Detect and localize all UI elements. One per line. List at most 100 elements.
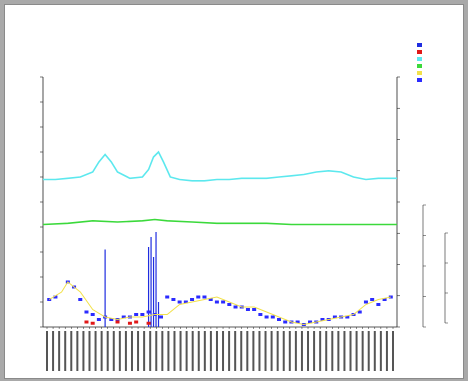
- series-line: [43, 150, 397, 182]
- series-point: [308, 320, 313, 324]
- x-tick-label-mark: [234, 331, 237, 371]
- x-tick-label-mark: [137, 331, 140, 371]
- x-tick-label-mark: [124, 331, 127, 371]
- x-tick-label-mark: [76, 331, 79, 371]
- series-point: [190, 298, 195, 301]
- series-point: [370, 298, 375, 301]
- x-tick-label-mark: [331, 331, 334, 371]
- legend-swatch: [417, 63, 422, 68]
- x-tick-label-mark: [88, 331, 91, 371]
- series-point: [84, 310, 89, 314]
- series-point: [121, 315, 126, 319]
- x-tick-label-mark: [325, 331, 328, 371]
- series-point: [84, 320, 89, 324]
- series-point: [196, 295, 201, 299]
- series-point: [320, 318, 325, 321]
- x-tick-label-mark: [228, 331, 231, 371]
- x-tick-label-mark: [385, 331, 388, 371]
- series-point: [90, 321, 95, 325]
- legend-item: [417, 62, 457, 69]
- x-tick-label-mark: [294, 331, 297, 371]
- series-point: [295, 320, 300, 324]
- x-tick-label-mark: [349, 331, 352, 371]
- legend-swatch: [417, 77, 422, 82]
- x-tick-label-mark: [379, 331, 382, 371]
- series-point: [258, 313, 263, 316]
- x-tick-label-mark: [392, 331, 394, 371]
- x-tick-label-mark: [252, 331, 255, 371]
- legend-swatch: [417, 42, 422, 47]
- series-point: [277, 318, 281, 321]
- x-tick-label-mark: [337, 331, 340, 371]
- series-point: [233, 305, 238, 309]
- x-tick-label-mark: [209, 331, 212, 371]
- legend-item: [417, 69, 457, 76]
- series-point: [159, 315, 163, 319]
- x-tick-label-mark: [191, 331, 194, 371]
- x-tick-label-mark: [264, 331, 267, 371]
- x-tick-label-mark: [215, 331, 218, 371]
- series-point: [171, 298, 176, 301]
- x-tick-label-mark: [58, 331, 61, 371]
- x-tick-label-mark: [52, 331, 55, 371]
- series-point: [245, 308, 250, 311]
- series-point: [53, 295, 58, 299]
- legend-item: [417, 48, 457, 55]
- x-tick-label-mark: [197, 331, 200, 371]
- series-point: [270, 315, 275, 319]
- x-tick-label-mark: [367, 331, 370, 371]
- series-point: [96, 318, 101, 321]
- series-point: [90, 313, 95, 316]
- legend-item: [417, 76, 457, 83]
- series-point: [140, 313, 145, 316]
- x-tick-label-mark: [179, 331, 182, 371]
- x-tick-label-mark: [155, 331, 158, 371]
- series-point: [227, 303, 232, 306]
- x-tick-label-mark: [276, 331, 279, 371]
- series-point: [208, 298, 213, 301]
- series-point: [357, 310, 362, 314]
- x-tick-label-mark: [149, 331, 152, 371]
- x-tick-label-mark: [173, 331, 176, 371]
- x-tick-label-mark: [373, 331, 376, 371]
- series-point: [332, 315, 337, 319]
- series-point: [177, 300, 182, 304]
- series-point: [134, 320, 139, 324]
- series-point: [115, 320, 120, 324]
- x-tick-label-mark: [106, 331, 109, 371]
- x-tick-label-mark: [355, 331, 358, 371]
- x-tick-label-mark: [70, 331, 73, 371]
- series-point: [283, 320, 288, 324]
- series-point: [146, 310, 151, 314]
- x-tick-label-mark: [82, 331, 85, 371]
- legend-swatch: [417, 70, 422, 75]
- x-tick-label-mark: [361, 331, 364, 371]
- legend: [417, 41, 457, 83]
- x-tick-label-mark: [258, 331, 261, 371]
- series-line: [48, 281, 391, 326]
- x-tick-label-mark: [343, 331, 346, 371]
- series-point: [78, 298, 83, 301]
- x-tick-label-mark: [300, 331, 303, 371]
- x-tick-label-mark: [203, 331, 206, 371]
- x-tick-label-mark: [270, 331, 273, 371]
- series-point: [183, 300, 188, 304]
- x-tick-label-mark: [143, 331, 146, 371]
- x-tick-label-mark: [130, 331, 133, 371]
- series-point: [109, 318, 114, 321]
- series-point: [146, 321, 151, 325]
- series-point: [363, 300, 368, 304]
- x-tick-label-mark: [222, 331, 225, 371]
- x-tick-label-mark: [118, 331, 121, 371]
- series-point: [376, 303, 381, 306]
- x-tick-label-mark: [307, 331, 310, 371]
- series-point: [221, 300, 226, 304]
- x-tick-label-mark: [112, 331, 115, 371]
- series-point: [202, 295, 207, 299]
- series-point: [134, 313, 139, 316]
- x-tick-label-mark: [46, 331, 48, 371]
- x-tick-label-mark: [313, 331, 316, 371]
- x-tick-label-mark: [288, 331, 291, 371]
- series-point: [165, 295, 170, 299]
- chart-page: [4, 4, 464, 379]
